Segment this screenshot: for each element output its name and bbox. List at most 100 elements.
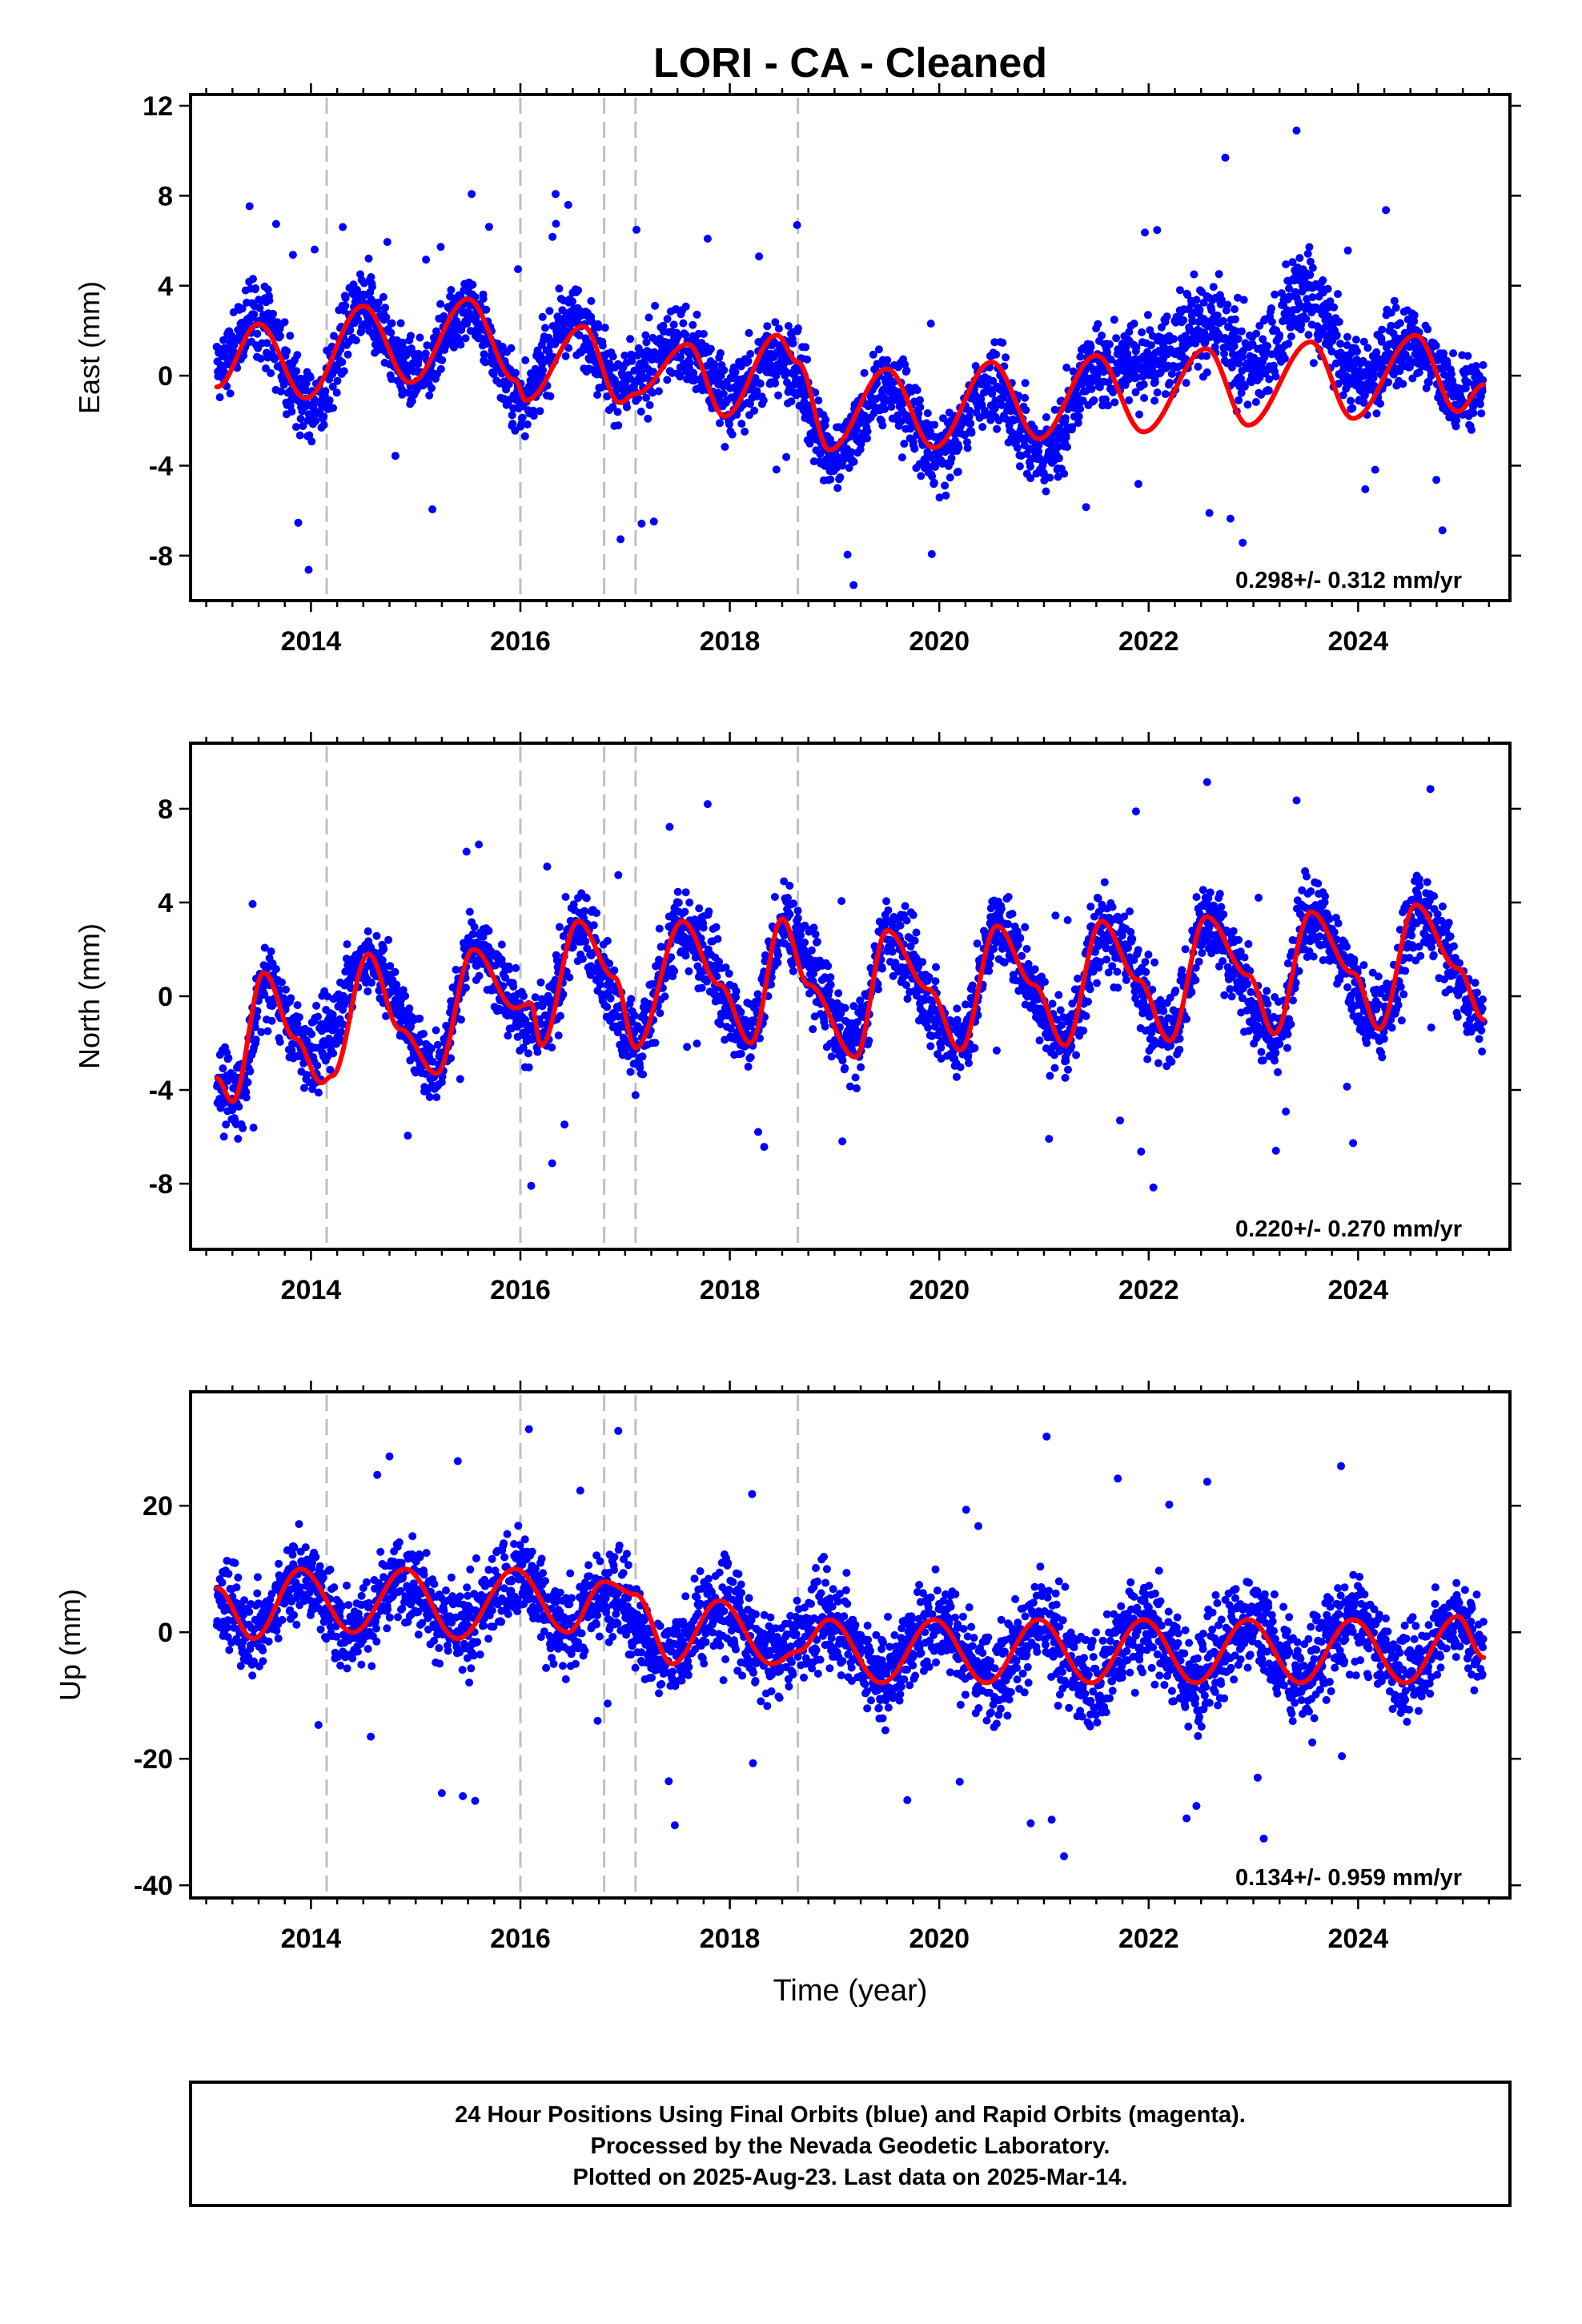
east-data-point [1042,487,1050,496]
east-data-point [963,444,972,452]
east-data-point [269,309,277,318]
north-data-point [565,973,574,982]
east-data-point [468,280,477,289]
east-data-point [593,391,602,399]
north-data-point [420,1029,428,1038]
east-data-point [587,296,596,305]
east-data-point [913,386,921,394]
north-data-point [379,962,388,971]
east-data-point [1391,304,1400,312]
east-data-point [1062,433,1070,442]
north-data-point [888,947,897,956]
east-data-point [1476,400,1484,408]
north-data-point [234,1135,243,1143]
east-data-point [1135,410,1143,419]
north-data-point [307,1030,316,1039]
east-data-point [1378,325,1387,334]
east-data-point [1432,476,1441,485]
east-data-point [1240,382,1249,391]
east-data-point [436,243,445,251]
east-data-point [425,391,434,400]
east-data-point [546,392,555,400]
north-data-point [631,1091,640,1100]
east-data-point [1259,335,1267,344]
north-data-point [300,1084,308,1092]
east-data-point [614,421,623,430]
east-data-point [339,367,348,376]
east-data-point [367,283,376,292]
east-data-point [613,408,622,416]
north-data-point [242,1093,251,1102]
north-data-point [614,870,623,879]
east-data-point [1343,332,1351,341]
east-x-tick-label: 2024 [1328,626,1389,657]
east-data-point [965,412,974,421]
east-data-point [634,394,643,403]
east-data-point [538,312,547,321]
east-data-point [436,364,445,373]
north-data-point [838,1056,847,1065]
east-data-point [1334,290,1342,299]
east-data-point [1061,414,1070,423]
east-data-point [623,403,631,412]
east-data-point [1015,462,1024,471]
north-data-point [456,1075,464,1084]
east-data-point [774,391,782,400]
east-data-point [416,352,424,361]
east-data-point [860,368,869,377]
east-data-point [1438,526,1447,535]
north-data-point [295,1013,303,1022]
east-data-point [990,338,999,347]
east-data-point [898,400,907,408]
east-data-point [481,358,490,367]
east-data-point [333,376,342,385]
east-data-point [1175,286,1184,295]
north-data-point [555,923,564,931]
east-y-tick-label: 4 [158,271,173,302]
north-data-point [219,1064,227,1073]
east-data-point [1203,368,1211,376]
east-data-point [1191,339,1200,348]
east-data-point [1415,368,1423,376]
east-data-point [304,565,313,574]
east-data-point [1132,343,1141,352]
north-data-point [243,1078,252,1087]
east-data-point [321,387,330,396]
east-data-point [954,468,962,476]
north-data-point [312,1001,321,1010]
east-data-point [1110,398,1119,407]
east-data-point [897,453,906,462]
north-data-point [475,840,484,849]
east-data-point [1384,378,1393,387]
east-data-point [253,329,262,338]
east-y-tick-label: -8 [149,541,173,572]
east-data-point [1410,317,1419,326]
north-data-point [524,1063,533,1072]
north-data-point [841,1003,849,1012]
east-data-point [849,581,858,589]
north-data-point [278,978,286,987]
east-data-point [1063,405,1072,413]
east-data-point [305,431,314,440]
east-data-point [523,420,532,428]
north-data-point [379,945,388,954]
east-data-point [1267,350,1276,359]
north-data-point [685,967,693,975]
east-data-point [1060,469,1069,478]
north-data-point [314,1012,323,1021]
east-data-point [1408,374,1417,383]
north-data-point [533,1047,542,1056]
east-data-point [679,319,688,328]
east-data-point [574,286,583,295]
east-data-point [263,285,272,294]
east-y-tick-label: 0 [158,361,173,392]
east-data-point [801,343,810,352]
east-rate-label: 0.298+/- 0.312 mm/yr [1235,568,1462,593]
east-data-point [966,406,974,415]
east-data-point [1477,409,1486,418]
north-data-point [260,943,269,952]
east-data-point [1472,362,1480,370]
east-data-point [1267,304,1275,312]
east-data-point [1141,228,1149,237]
